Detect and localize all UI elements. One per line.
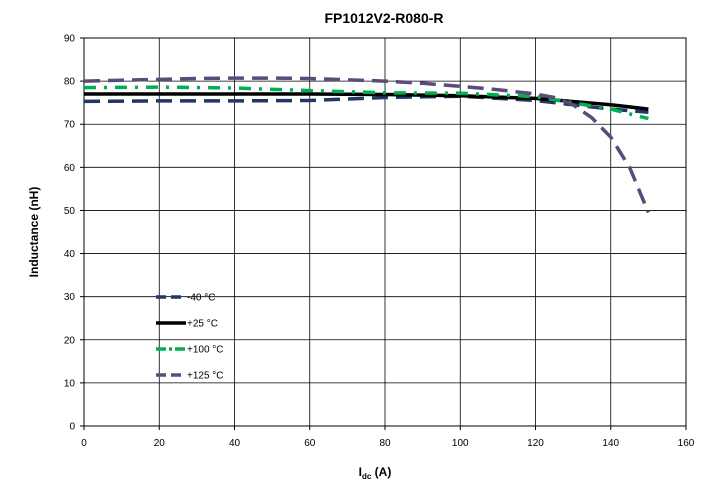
y-tick-label: 80 [64,77,76,88]
y-tick-label: 30 [64,292,76,303]
x-axis-label-unit: (A) [371,465,391,479]
series-lines [83,76,651,214]
x-tick-label: 100 [452,438,469,449]
legend-label-3: +125 °C [187,371,224,382]
series-line-3 [83,76,651,214]
legend-label-0: -40 °C [187,293,215,304]
y-axis-label: Inductance (nH) [27,187,41,278]
x-tick-label: 40 [229,438,241,449]
x-tick-label: 140 [602,438,619,449]
x-tick-label: 20 [154,438,166,449]
y-tick-label: 70 [64,120,76,131]
legend-label-1: +25 °C [187,319,218,330]
y-tick-label: 50 [64,206,76,217]
series-line-0 [83,94,649,114]
x-axis-label-main: I [359,465,362,479]
y-tick-label: 40 [64,249,76,260]
x-tick-label: 80 [379,438,391,449]
x-tick-label: 160 [678,438,695,449]
y-tick-label: 20 [64,335,76,346]
tick-labels: 0 10 20 30 40 50 60 70 80 90 0 20 40 60 80 100 120 140 160 [64,34,695,450]
chart-title: FP1012V2-R080-R [324,10,443,26]
legend-label-2: +100 °C [187,345,224,356]
x-axis-label-sub: dc [362,472,372,481]
x-tick-label: 60 [304,438,316,449]
x-tick-label: 0 [81,438,87,449]
y-tick-label: 90 [64,34,76,45]
x-tick-label: 120 [527,438,544,449]
y-tick-label: 10 [64,378,76,389]
x-axis-label: Idc (A) [359,465,392,481]
y-tick-label: 0 [69,422,75,433]
legend: -40 °C +25 °C +100 °C +125 °C [156,293,224,382]
series-line-2 [83,85,649,121]
y-tick-label: 60 [64,163,76,174]
